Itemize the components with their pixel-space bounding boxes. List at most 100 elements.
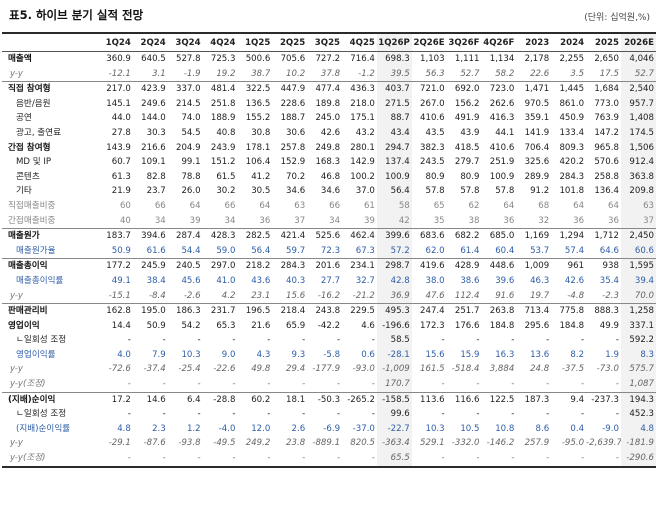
table-cell: 685.0 (489, 231, 515, 242)
table-cell: - (336, 409, 341, 420)
table-cell: 7.9 (152, 349, 166, 360)
table-cell: 1,595 (620, 258, 656, 274)
table-cell: -15.1 (98, 288, 133, 305)
row-label: y-y(조정) (2, 377, 99, 393)
table-cell: 39.5 (376, 66, 412, 83)
table-cell: 133.4 (559, 127, 585, 138)
table-cell: 26.0 (181, 186, 201, 197)
table-cell: 99.1 (181, 157, 201, 168)
table-cell: 122.5 (489, 394, 515, 405)
row-label: 영업이익 (8, 320, 40, 331)
table-cell: 141.9 (524, 127, 550, 138)
table-cell: - (232, 335, 236, 346)
table-row: 매출원가 183.7 394.6 287.4 428.3 282.5 421.4 525.6 4… (2, 228, 656, 244)
table-cell: 184.8 (559, 320, 585, 331)
table-cell: -21.2 (342, 288, 377, 305)
table-cell: - (127, 335, 131, 346)
table-cell: 21.9 (111, 186, 131, 197)
table-cell: 1,712 (594, 231, 619, 242)
row-label: 직접 참여형 (8, 84, 51, 95)
table-cell: 101.8 (559, 186, 585, 197)
row-label: 간접매출비중 (2, 213, 99, 230)
table-cell: 50.9 (98, 243, 133, 260)
table-cell: 249.8 (315, 142, 341, 153)
table-cell: 49.8 (251, 364, 271, 375)
table-cell: 16.3 (495, 349, 515, 360)
table-cell: 13.6 (530, 349, 550, 360)
table-cell: 61 (363, 200, 375, 211)
table-cell: 477.4 (315, 84, 341, 95)
table-cell: 196.5 (245, 306, 271, 317)
table-cell: 30.3 (146, 127, 166, 138)
table-cell: 10.8 (495, 423, 515, 434)
table-cell: -363.4 (376, 436, 412, 452)
table-cell: 35.4 (599, 275, 619, 286)
table-row: y-y -72.6 -37.4 -25.4 -22.6 49.8 29.4 -177.9 -93… (2, 362, 656, 378)
table-cell: - (197, 409, 201, 420)
table-cell: 70.0 (620, 288, 656, 305)
table-cell: 42.6 (564, 275, 585, 286)
table-cell: - (162, 409, 166, 420)
table-cell: 184.8 (489, 320, 515, 331)
table-cell: - (336, 335, 341, 346)
table-cell: 1,506 (620, 140, 656, 156)
column-header: 3Q24 (167, 32, 203, 52)
table-cell: -50.3 (317, 394, 341, 405)
table-row: 공연 44.0 144.0 74.0 188.9 155.2 188.7 245.0 175.1… (2, 111, 656, 126)
table-cell: -73.0 (596, 364, 619, 375)
table-cell: 189.8 (315, 98, 341, 109)
table-cell: 698.3 (376, 51, 412, 67)
table-cell: 144.0 (141, 113, 166, 124)
table-cell: 38.0 (425, 275, 445, 286)
table-cell: 462.4 (350, 231, 375, 242)
table-cell: 40 (98, 213, 133, 230)
row-label: ㄴ일회성 조정 (16, 409, 67, 420)
table-row: 판매관리비 162.8 195.0 186.3 231.7 196.5 218.4 243.8… (2, 303, 656, 319)
table-cell: -5.8 (323, 349, 341, 360)
table-cell: 263.8 (489, 306, 515, 317)
table-row: 기타 21.9 23.7 26.0 30.2 30.5 34.6 34.6 37.0 56.4 57… (2, 184, 656, 199)
table-cell: 58 (376, 198, 412, 214)
table-cell: 4,046 (620, 51, 656, 67)
column-header: 4Q25 (342, 32, 377, 52)
table-cell: 44.1 (495, 127, 515, 138)
table-cell: 65 (433, 200, 445, 211)
table-cell: - (272, 377, 308, 393)
table-cell: 109.1 (141, 157, 166, 168)
table-cell: 136.4 (594, 186, 619, 197)
table-cell: 775.8 (559, 306, 585, 317)
table-cell: 970.5 (524, 98, 550, 109)
table-cell: 251.7 (454, 306, 480, 317)
column-header: 1Q25 (237, 32, 273, 52)
table-cell: 2,650 (594, 54, 619, 64)
table-cell: 683.6 (420, 231, 445, 242)
table-cell: 188.9 (210, 113, 236, 124)
table-cell: 410.6 (420, 113, 445, 124)
table-cell: - (202, 377, 238, 393)
table-cell: 284.3 (559, 171, 585, 182)
table-cell: 8.3 (620, 347, 656, 363)
table-cell: -518.4 (451, 364, 480, 375)
table-cell: 773.0 (594, 98, 619, 109)
table-cell: 337.0 (176, 84, 201, 95)
table-cell: 2.6 (291, 423, 306, 434)
table-cell: 19.7 (516, 288, 552, 305)
table-row: (지배)순이익률 4.8 2.3 1.2 -4.0 12.0 2.6 -6.9 -37.0 -22… (2, 421, 656, 437)
table-cell: 162.8 (106, 306, 131, 317)
table-cell: - (481, 377, 517, 393)
table-cell: - (232, 409, 236, 420)
column-header: 4Q24 (202, 32, 238, 52)
table-cell: - (615, 335, 619, 346)
row-label: y-y (2, 288, 99, 305)
row-label: 공연 (16, 113, 32, 124)
table-cell: 2,450 (620, 228, 656, 244)
table-cell: -22.7 (376, 421, 412, 437)
table-cell: 447.9 (280, 84, 306, 95)
table-cell: -2.3 (586, 288, 621, 305)
table-cell: 15.6 (425, 349, 445, 360)
table-cell: 436.3 (350, 84, 375, 95)
table-cell: 52.7 (620, 66, 656, 83)
table-cell: 251.9 (489, 157, 515, 168)
table-cell: - (307, 451, 343, 468)
table-cell: 216.6 (141, 142, 166, 153)
